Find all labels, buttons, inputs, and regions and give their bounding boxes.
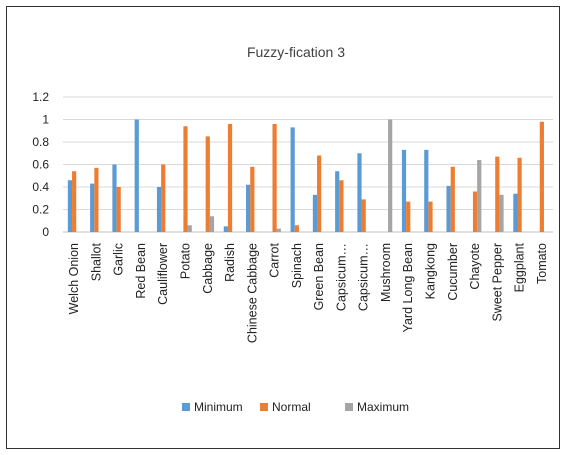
y-tick-label: 0 xyxy=(42,225,49,239)
x-tick-label: Chinese Cabbage xyxy=(245,243,259,343)
bar-normal xyxy=(94,167,99,232)
x-axis: Welch Onion Shallot Garlic Red Bean Cauliflo… xyxy=(67,242,549,343)
legend-label-maximum: Maximum xyxy=(357,400,409,414)
bar-normal xyxy=(472,191,478,232)
bar-minimum xyxy=(67,180,73,232)
bar-normal xyxy=(517,157,522,232)
y-axis: 0 0.2 0.4 0.6 0.8 1 1.2 xyxy=(32,90,49,239)
bar-minimum xyxy=(156,187,162,232)
bar-minimum xyxy=(112,164,117,232)
bar-normal xyxy=(183,126,188,232)
x-tick-label: Green Bean xyxy=(312,243,326,310)
chart-title: Fuzzy-fication 3 xyxy=(247,44,345,60)
bar-minimum xyxy=(446,185,451,232)
y-tick-label: 1.2 xyxy=(32,90,49,104)
bar-normal xyxy=(428,201,433,232)
bar-maximum xyxy=(499,194,504,232)
bar-minimum xyxy=(223,226,228,232)
bar-maximum xyxy=(477,160,482,232)
bar-normal xyxy=(227,124,233,232)
bar-normal xyxy=(161,164,166,232)
x-tick-label: Mushroom xyxy=(379,243,393,302)
x-tick-label: Tomato xyxy=(535,243,549,284)
bar-minimum xyxy=(401,149,407,232)
bar-maximum xyxy=(388,119,393,232)
x-tick-label: Spinach xyxy=(290,243,304,288)
x-tick-label: Shallot xyxy=(89,242,103,281)
legend: Minimum Normal Maximum xyxy=(182,400,409,414)
y-tick-label: 0.6 xyxy=(32,158,49,172)
bar-normal xyxy=(250,166,255,232)
x-tick-label: Cucumber xyxy=(446,243,460,301)
bar-normal xyxy=(116,187,121,232)
gridlines xyxy=(63,96,553,233)
x-tick-label: Yard Long Bean xyxy=(401,243,415,332)
x-tick-label: Welch Onion xyxy=(67,243,81,314)
legend-label-normal: Normal xyxy=(272,400,311,414)
y-tick-label: 0.4 xyxy=(32,180,49,194)
bar-normal xyxy=(205,136,210,232)
bar-minimum xyxy=(513,193,518,232)
bar-normal xyxy=(361,199,366,232)
bar-minimum xyxy=(312,194,318,232)
x-tick-label: Sweet Pepper xyxy=(490,243,504,322)
legend-label-minimum: Minimum xyxy=(194,400,243,414)
legend-swatch-minimum xyxy=(182,403,190,411)
bar-minimum xyxy=(246,184,251,232)
legend-swatch-maximum xyxy=(345,403,353,411)
x-tick-label: Eggplant xyxy=(513,242,527,292)
bar-maximum xyxy=(276,228,281,232)
bar-minimum xyxy=(424,149,429,232)
bar-minimum xyxy=(90,183,95,232)
bar-normal xyxy=(539,121,544,232)
x-tick-label: Cabbage xyxy=(201,243,215,294)
x-tick-label: Chayote xyxy=(468,243,482,290)
bar-minimum xyxy=(134,119,139,232)
bar-normal xyxy=(317,155,322,232)
bar-minimum xyxy=(290,127,295,232)
legend-swatch-normal xyxy=(260,403,268,411)
x-tick-label: Cauliflower xyxy=(156,243,170,305)
y-tick-label: 0.8 xyxy=(32,135,49,149)
bar-maximum xyxy=(187,225,192,232)
bar-normal xyxy=(450,166,455,232)
x-tick-label: Carrot xyxy=(268,242,282,277)
x-tick-label: Red Bean xyxy=(134,243,148,299)
x-tick-label: Capsicum… xyxy=(334,243,348,311)
x-tick-label: Garlic xyxy=(112,243,126,276)
bar-chart: Fuzzy-fication 3 0 0.2 0.4 0.6 0.8 1 1.2 Welch… xyxy=(32,44,553,414)
x-tick-label: Capsicum… xyxy=(357,243,371,311)
y-tick-label: 0.2 xyxy=(32,203,49,217)
bar-normal xyxy=(294,225,299,232)
bar-minimum xyxy=(335,171,340,232)
bar-maximum xyxy=(209,216,215,232)
x-tick-label: Potato xyxy=(179,243,193,279)
y-tick-label: 1 xyxy=(42,113,49,127)
bar-normal xyxy=(272,124,277,232)
chart-frame: Fuzzy-fication 3 0 0.2 0.4 0.6 0.8 1 1.2 Welch… xyxy=(6,6,560,449)
bars xyxy=(67,119,544,232)
bar-normal xyxy=(406,201,411,232)
bar-normal xyxy=(495,156,500,232)
x-tick-label: Radish xyxy=(223,243,237,282)
x-tick-label: Kangkong xyxy=(424,243,438,299)
bar-normal xyxy=(339,180,344,232)
bar-minimum xyxy=(357,153,362,232)
bar-normal xyxy=(72,171,77,232)
